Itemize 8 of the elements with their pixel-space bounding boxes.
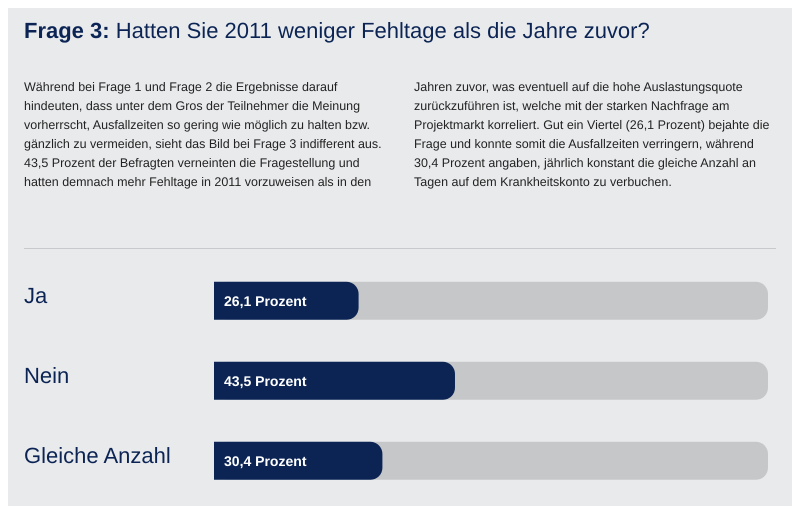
y-tick-label: Ja: [24, 282, 48, 308]
y-tick-label: Gleiche Anzahl: [24, 442, 171, 468]
data-label: 43,5 Prozent: [224, 372, 307, 389]
y-tick-label: Nein: [24, 362, 70, 388]
text: Während bei Frage 1 und Frage 2 die Ergebnisse darauf hindeuten, dass unter dem Gros der Teilnehmer die Meinung vorherrscht, Ausfallzeiten so gering wie möglich zu halten bzw. gänzlich zu vermeiden, sieht das Bild bei Frage 3 indifferent aus. 43,5 Prozent der Befragten verneinten die Fragestellung und hatten demnach mehr Fehltage in 2011 vorzuweisen als in den Jahren zuvor, was eventuell auf die hohe Auslastungsquote zurückzuführen ist, welche mit der starken Nachfrage am Projektmarkt korreliert. Gut ein Viertel (26,1 Prozent) bejahte die Frage und konnte somit die Ausfallzeiten verringern, während 30,4 Prozent angaben, jährlich konstant die gleiche Anzahl an Tagen auf dem Krankheitskonto zu verbuchen.: [24, 80, 770, 189]
chart-title: Frage 3: Hatten Sie 2011 weniger Fehltage als die Jahre zuvor?: [23, 17, 651, 44]
data-label: 30,4 Prozent: [224, 452, 307, 469]
data-label: 26,1 Prozent: [224, 292, 307, 309]
